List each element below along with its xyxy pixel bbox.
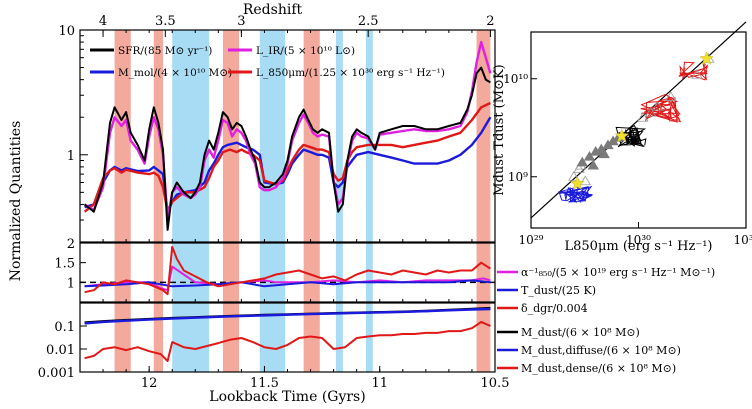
legends: SFR/(85 M⊙ yr⁻¹) L_IR/(5 × 10¹⁰ L⊙) M_mol/… — [90, 45, 715, 375]
inset-open-triangle — [665, 91, 677, 101]
y-tick-label-mid: 2 — [67, 237, 75, 252]
series-sfr — [83, 66, 491, 231]
y-tick-label-bot: 0.001 — [38, 366, 75, 381]
red-band-3 — [303, 30, 320, 372]
blue-band-3 — [365, 30, 373, 372]
right-legend-label-0: α⁻¹₈₅₀/(5 × 10¹⁹ erg s⁻¹ Hz⁻¹ M⊙⁻¹) — [521, 266, 715, 279]
inset-y-tick-label: 10⁹ — [508, 170, 528, 184]
inset-star — [570, 176, 585, 190]
redshift-tick-label: 3.5 — [155, 14, 176, 29]
right-legend-label-4: M_dust,diffuse/(6 × 10⁸ M⊙) — [521, 344, 681, 357]
blue-band-0 — [172, 30, 210, 372]
inset-filled-triangle — [587, 159, 600, 170]
y-tick-label-bot: 0.01 — [46, 343, 75, 358]
inset-open-triangle — [637, 111, 649, 122]
y-tick-label-mid: 1.5 — [54, 257, 75, 272]
y-tick-label-mid: 1 — [67, 276, 75, 291]
x-tick-label: 11 — [371, 376, 388, 391]
x-tick-label: 10.5 — [481, 376, 510, 391]
inset-star — [614, 128, 630, 143]
inset-blue-track — [558, 185, 593, 204]
inset-open-triangle — [691, 68, 703, 79]
chart-title: Redshift — [243, 2, 303, 18]
series-mmol — [84, 116, 492, 213]
series-mdense — [84, 320, 491, 362]
series-mdiff — [84, 307, 491, 325]
y-tick-label-top: 10 — [58, 24, 75, 39]
inset-x-axis-label: L850μm (erg s⁻¹ Hz⁻¹) — [565, 239, 713, 254]
legend-label-lir: L_IR/(5 × 10¹⁰ L⊙) — [256, 45, 355, 57]
y-tick-label-top: 1 — [67, 149, 75, 164]
right-legend-label-1: T_dust/(25 K) — [521, 284, 596, 297]
inset-open-triangle — [579, 175, 592, 186]
inset-filled-triangle — [576, 156, 588, 167]
inset-open-triangle — [651, 100, 664, 111]
legend-label-l850: L_850μm/(1.25 × 10³⁰ erg s⁻¹ Hz⁻¹) — [256, 67, 445, 79]
red-band-4 — [476, 30, 491, 372]
inset-y-tick-label: 10¹⁰ — [503, 72, 528, 86]
y-axis-label: Normalized Quantities — [8, 121, 24, 282]
x-axis-label: Lookback Time (Gyrs) — [209, 389, 365, 405]
right-legend-label-3: M_dust/(6 × 10⁸ M⊙) — [521, 326, 640, 339]
legend-label-mmol: M_mol/(4 × 10¹⁰ M⊙) — [118, 67, 232, 79]
inset-x-tick-label: 10³⁰ — [626, 233, 651, 247]
red-band-2 — [222, 30, 240, 372]
x-tick-label: 11.5 — [250, 376, 279, 391]
inset-open-triangle — [645, 106, 657, 117]
panel-frame-0 — [79, 29, 496, 243]
inset-black-track — [615, 125, 647, 148]
series-l850 — [83, 101, 491, 213]
redshift-tick-label: 2.5 — [358, 14, 379, 29]
inset-frame — [530, 31, 747, 229]
inset-x-tick-label: 10²⁹ — [519, 233, 544, 247]
inset-filled-triangle — [598, 148, 610, 159]
series-alpha — [84, 265, 491, 292]
inset-red-track — [640, 93, 682, 123]
red-band-1 — [153, 30, 163, 372]
inset-red-track-upper — [678, 61, 709, 81]
inset-y-axis-label: Mdust Tdust (M⊙K) — [492, 64, 507, 196]
series-tdust — [84, 279, 491, 288]
x-tick-label: 12 — [141, 376, 158, 391]
redshift-tick-label: 3 — [237, 14, 245, 29]
blue-band-1 — [259, 30, 286, 372]
inset-open-triangle — [568, 170, 580, 181]
series-lir — [83, 40, 492, 222]
series-dgr — [84, 245, 491, 296]
inset-filled-triangle — [583, 150, 596, 161]
redshift-tick-label: 4 — [99, 14, 107, 29]
inset-star — [699, 51, 714, 65]
legend-label-sfr: SFR/(85 M⊙ yr⁻¹) — [118, 45, 212, 57]
right-legend-label-5: M_dust,dense/(6 × 10⁸ M⊙) — [521, 362, 676, 375]
y-tick-label-bot: 0.1 — [54, 320, 75, 335]
redshift-tick-label: 2 — [486, 14, 494, 29]
right-legend-label-2: δ_dgr/0.004 — [521, 302, 588, 315]
series-lines — [80, 40, 495, 362]
